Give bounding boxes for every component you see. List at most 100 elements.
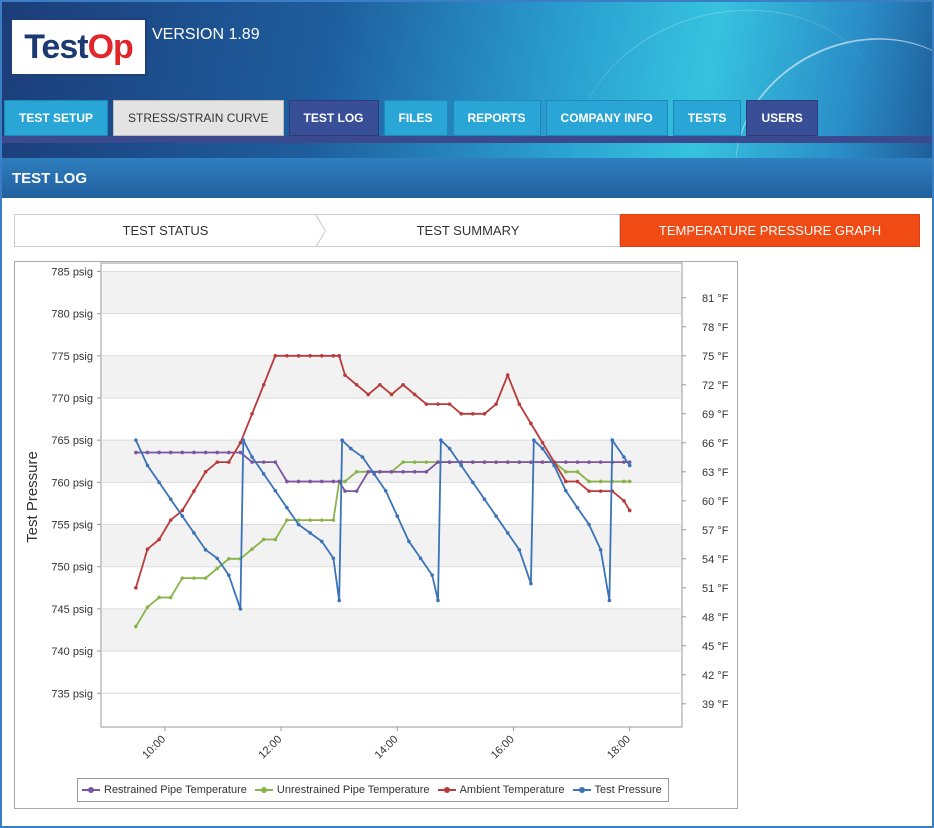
data-point-ambient-temperature bbox=[354, 383, 359, 387]
data-point-test-pressure bbox=[607, 598, 612, 603]
legend-swatch-icon bbox=[82, 785, 100, 795]
data-point-restrained-pipe-temperature bbox=[168, 450, 173, 455]
data-point-ambient-temperature bbox=[529, 421, 533, 426]
data-point-test-pressure bbox=[360, 455, 365, 459]
data-point-restrained-pipe-temperature bbox=[471, 460, 475, 464]
x-axis-tick-label: 16:00 bbox=[489, 733, 517, 761]
tab-test-log[interactable]: TEST LOG bbox=[288, 100, 379, 136]
data-point-unrestrained-pipe-temperature bbox=[564, 470, 568, 474]
data-point-restrained-pipe-temperature bbox=[424, 470, 429, 474]
data-point-restrained-pipe-temperature bbox=[250, 460, 254, 464]
plot-area bbox=[100, 262, 683, 728]
data-point-ambient-temperature bbox=[145, 547, 150, 551]
data-point-restrained-pipe-temperature bbox=[157, 450, 161, 455]
data-point-test-pressure bbox=[395, 514, 400, 518]
tab-company-info[interactable]: COMPANY INFO bbox=[545, 100, 668, 136]
right-axis-tick-label: 54 °F bbox=[702, 554, 729, 566]
data-point-unrestrained-pipe-temperature bbox=[424, 460, 429, 464]
data-point-ambient-temperature bbox=[192, 489, 196, 493]
left-axis-tick-label: 785 psig bbox=[51, 266, 93, 278]
data-point-test-pressure bbox=[308, 531, 312, 535]
tab-users[interactable]: USERS bbox=[746, 100, 818, 136]
data-point-ambient-temperature bbox=[366, 392, 371, 397]
right-axis-tick-label: 42 °F bbox=[702, 670, 729, 682]
data-point-ambient-temperature bbox=[401, 383, 405, 387]
left-axis-tick-label: 780 psig bbox=[51, 309, 93, 321]
data-point-restrained-pipe-temperature bbox=[296, 479, 301, 484]
data-point-test-pressure bbox=[215, 556, 219, 561]
data-point-unrestrained-pipe-temperature bbox=[627, 479, 632, 484]
data-point-ambient-temperature bbox=[587, 489, 591, 493]
tab-reports[interactable]: REPORTS bbox=[452, 100, 541, 136]
step-temperature-pressure-graph[interactable]: TEMPERATURE PRESSURE GRAPH bbox=[620, 214, 920, 247]
data-point-restrained-pipe-temperature bbox=[343, 489, 347, 493]
data-point-restrained-pipe-temperature bbox=[401, 470, 405, 474]
left-axis-tick-label: 735 psig bbox=[51, 688, 93, 700]
y-axis-label: Test Pressure bbox=[24, 451, 41, 543]
data-point-restrained-pipe-temperature bbox=[378, 470, 382, 474]
data-point-restrained-pipe-temperature bbox=[389, 470, 394, 474]
logo-text-test: Test bbox=[24, 27, 88, 66]
step-test-status[interactable]: TEST STATUS bbox=[14, 214, 326, 248]
left-axis-tick-label: 765 psig bbox=[51, 435, 93, 447]
data-point-test-pressure bbox=[285, 505, 289, 510]
data-point-test-pressure bbox=[552, 463, 556, 468]
data-point-restrained-pipe-temperature bbox=[134, 450, 138, 455]
data-point-test-pressure bbox=[494, 514, 498, 518]
data-point-test-pressure bbox=[407, 539, 411, 544]
right-axis-tick-label: 48 °F bbox=[702, 612, 729, 624]
data-point-unrestrained-pipe-temperature bbox=[192, 576, 196, 580]
grid-band bbox=[101, 608, 682, 652]
data-point-test-pressure bbox=[331, 556, 336, 561]
tab-stress-strain-curve[interactable]: STRESS/STRAIN CURVE bbox=[113, 100, 284, 136]
data-point-test-pressure bbox=[610, 438, 615, 442]
data-point-ambient-temperature bbox=[575, 479, 580, 484]
app-header: Test Op VERSION 1.89 TEST SETUP STRESS/ST… bbox=[2, 2, 932, 158]
nav-underline bbox=[2, 136, 932, 143]
data-point-restrained-pipe-temperature bbox=[622, 460, 626, 464]
step-test-summary[interactable]: TEST SUMMARY bbox=[317, 214, 620, 247]
data-point-ambient-temperature bbox=[331, 354, 336, 358]
data-point-test-pressure bbox=[145, 463, 150, 468]
grid-band bbox=[101, 524, 682, 567]
data-point-ambient-temperature bbox=[447, 402, 452, 406]
data-point-ambient-temperature bbox=[482, 412, 487, 416]
right-axis-tick-label: 60 °F bbox=[702, 496, 729, 508]
left-axis-tick-label: 740 psig bbox=[51, 646, 93, 658]
data-point-restrained-pipe-temperature bbox=[337, 479, 342, 484]
data-point-test-pressure bbox=[529, 581, 533, 586]
data-point-ambient-temperature bbox=[261, 383, 266, 387]
data-point-unrestrained-pipe-temperature bbox=[598, 479, 603, 484]
data-point-restrained-pipe-temperature bbox=[412, 470, 417, 474]
data-point-ambient-temperature bbox=[227, 460, 231, 464]
data-point-unrestrained-pipe-temperature bbox=[343, 479, 347, 484]
data-point-restrained-pipe-temperature bbox=[215, 450, 219, 455]
testop-logo[interactable]: Test Op bbox=[10, 18, 147, 76]
data-point-ambient-temperature bbox=[319, 354, 324, 358]
data-point-test-pressure bbox=[319, 539, 324, 544]
data-point-ambient-temperature bbox=[471, 412, 475, 416]
data-point-unrestrained-pipe-temperature bbox=[250, 547, 254, 551]
chevron-right-icon bbox=[315, 214, 326, 248]
data-point-unrestrained-pipe-temperature bbox=[331, 518, 336, 522]
data-point-ambient-temperature bbox=[598, 489, 603, 493]
section-title: TEST LOG bbox=[2, 158, 932, 198]
tab-tests[interactable]: TESTS bbox=[672, 100, 742, 136]
step-label: TEMPERATURE PRESSURE GRAPH bbox=[658, 223, 882, 238]
data-point-test-pressure bbox=[203, 548, 208, 552]
data-point-ambient-temperature bbox=[203, 470, 208, 474]
data-point-ambient-temperature bbox=[180, 508, 185, 513]
right-axis-tick-label: 63 °F bbox=[702, 467, 729, 479]
data-point-restrained-pipe-temperature bbox=[482, 460, 487, 464]
data-point-restrained-pipe-temperature bbox=[587, 460, 591, 464]
tab-files[interactable]: FILES bbox=[383, 100, 448, 136]
data-point-ambient-temperature bbox=[250, 412, 254, 416]
left-axis-tick-label: 745 psig bbox=[51, 604, 93, 616]
data-point-test-pressure bbox=[627, 463, 632, 468]
data-point-test-pressure bbox=[261, 472, 266, 476]
legend-label: Ambient Temperature bbox=[459, 784, 565, 796]
legend-item: Restrained Pipe Temperature bbox=[82, 784, 247, 796]
tab-test-setup[interactable]: TEST SETUP bbox=[4, 100, 109, 136]
version-label: VERSION 1.89 bbox=[152, 26, 260, 43]
